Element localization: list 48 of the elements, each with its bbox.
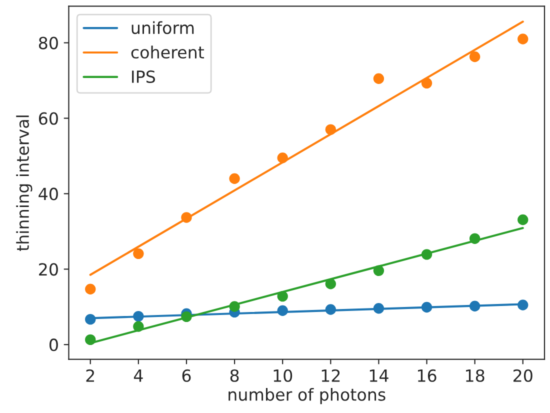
point [277,290,288,302]
point [133,310,144,322]
point [373,265,384,276]
point [469,51,480,62]
y-tick-label: 20 [39,263,58,276]
point [421,249,432,260]
x-tick-label: 14 [370,370,388,382]
point [373,303,384,314]
point [518,300,528,310]
point [518,34,528,44]
point [373,73,384,84]
y-tick-label: 60 [38,112,58,125]
point [421,302,432,313]
point [325,278,336,290]
legend-label: IPS [132,70,156,84]
x-tick-label: 6 [182,369,191,382]
point [469,233,480,244]
point [277,152,288,164]
x-tick-label: 10 [274,369,292,382]
point [85,334,96,346]
point [181,212,192,223]
point [325,304,336,315]
x-tick-label: 18 [466,369,484,382]
point [229,301,240,312]
y-axis-title: thinning interval [16,116,32,252]
point [133,321,144,332]
y-tick-label: 0 [50,338,58,352]
legend-label: coherent [131,46,204,59]
legend-label: uniform [132,21,194,34]
point [229,173,240,184]
y-tick-label: 40 [38,188,58,200]
point [181,311,192,322]
x-tick-label: 16 [418,369,436,382]
x-tick-label: 12 [322,369,340,382]
point [421,78,432,89]
point [518,214,528,226]
x-tick-label: 4 [134,370,143,382]
point [133,248,144,260]
x-axis-title: number of photons [228,388,386,404]
x-tick-label: 8 [230,369,239,382]
x-tick-label: 20 [513,369,532,382]
point [325,124,336,135]
point [85,314,96,325]
point [277,305,288,316]
y-tick-label: 80 [38,36,58,50]
point [85,284,96,294]
point [469,300,480,312]
x-tick-label: 2 [86,369,94,382]
